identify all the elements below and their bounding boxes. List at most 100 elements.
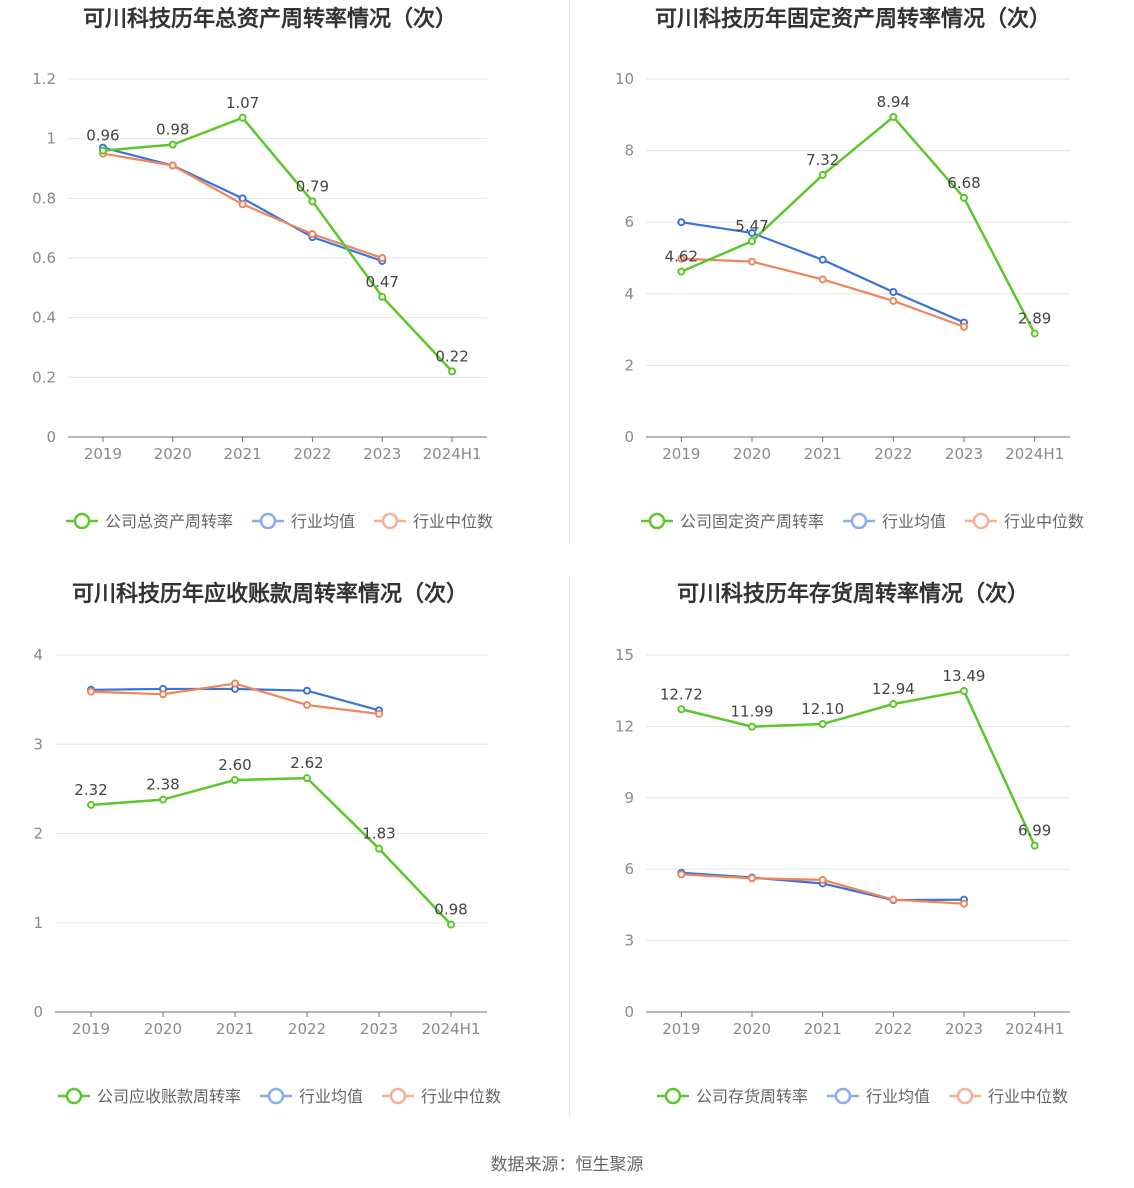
data-point-company: [231, 775, 239, 784]
data-point-company: [87, 800, 95, 809]
data-point-company: [748, 237, 756, 246]
data-point-median: [375, 709, 383, 718]
data-point-company: [447, 920, 455, 929]
data-point-median: [677, 254, 686, 263]
panel-divider-bottom: [569, 575, 570, 1117]
data-label: 0.96: [86, 127, 119, 145]
data-label: 2.32: [74, 781, 107, 799]
data-point-company: [159, 795, 167, 804]
data-point-company: [1030, 841, 1039, 850]
data-label: 12.72: [660, 685, 703, 703]
data-source-note: 数据来源：恒生聚源: [490, 1155, 644, 1175]
x-tick-label: 2021: [804, 445, 842, 463]
y-tick-label: 2: [33, 825, 43, 843]
x-tick-label: 2022: [288, 1020, 326, 1038]
x-tick-label: 2021: [223, 445, 261, 463]
series-line-company: [90, 776, 452, 926]
x-tick-label: 2024H1: [422, 1020, 481, 1038]
y-tick-label: 0: [46, 428, 56, 446]
legend-marker-median: [389, 1087, 407, 1105]
y-tick-label: 0: [624, 1003, 634, 1021]
x-tick-label: 2024H1: [1005, 1020, 1064, 1038]
data-label: 4.62: [665, 248, 698, 266]
data-point-median: [818, 875, 827, 884]
y-tick-label: 9: [624, 789, 634, 807]
data-label: 12.94: [872, 680, 915, 698]
data-label: 13.49: [943, 667, 986, 685]
data-point-median: [889, 895, 898, 904]
data-point-company: [168, 140, 177, 149]
data-point-company: [375, 844, 383, 853]
data-point-median: [748, 257, 756, 266]
y-tick-label: 8: [624, 142, 634, 160]
series-line-company: [102, 116, 453, 373]
data-label: 2.38: [146, 776, 179, 794]
data-point-median: [378, 254, 387, 262]
x-tick-label: 2019: [662, 445, 700, 463]
data-point-company: [960, 193, 968, 202]
series-line-avg: [681, 221, 965, 324]
data-point-company: [889, 112, 898, 121]
data-label: 12.10: [801, 700, 844, 718]
y-tick-label: 10: [615, 70, 634, 88]
legend-label-avg: 行业均值: [299, 1087, 363, 1106]
x-tick-label: 2023: [363, 445, 401, 463]
data-label: 2.62: [290, 754, 323, 772]
y-tick-label: 0.2: [32, 368, 56, 386]
data-point-company: [98, 146, 107, 155]
x-tick-label: 2020: [733, 1020, 771, 1038]
chart-title: 可川科技历年应收账款周转率情况（次）: [72, 581, 468, 607]
x-tick-label: 2019: [662, 1020, 700, 1038]
legend-marker-company: [664, 1087, 682, 1105]
data-point-avg: [677, 218, 686, 227]
data-point-company: [238, 113, 247, 122]
data-point-company: [378, 292, 387, 301]
legend-marker-median: [972, 512, 990, 530]
data-label: 0.98: [434, 901, 467, 919]
legend-label-company: 公司固定资产周转率: [680, 512, 824, 531]
data-point-company: [303, 774, 311, 783]
x-tick-label: 2024H1: [423, 445, 482, 463]
panel-divider-top: [569, 0, 570, 542]
data-point-company: [818, 720, 827, 729]
x-tick-label: 2022: [874, 1020, 912, 1038]
data-point-median: [87, 687, 95, 696]
x-tick-label: 2023: [360, 1020, 398, 1038]
y-tick-label: 6: [624, 213, 634, 231]
y-tick-label: 3: [33, 735, 43, 753]
x-tick-label: 2019: [72, 1020, 110, 1038]
y-tick-label: 4: [624, 285, 634, 303]
x-tick-label: 2022: [874, 445, 912, 463]
data-point-company: [960, 686, 968, 695]
data-label: 0.22: [435, 347, 468, 365]
y-tick-label: 6: [624, 860, 634, 878]
legend-marker-company: [648, 512, 666, 530]
x-tick-label: 2024H1: [1005, 445, 1064, 463]
data-point-median: [748, 874, 756, 883]
y-tick-label: 1.2: [32, 70, 56, 88]
y-tick-label: 1: [46, 130, 56, 148]
data-label: 5.47: [735, 217, 768, 235]
data-label: 2.89: [1018, 310, 1051, 328]
data-label: 0.47: [366, 273, 399, 291]
chart-title: 可川科技历年总资产周转率情况（次）: [83, 6, 457, 32]
data-label: 6.99: [1018, 822, 1051, 840]
legend-label-median: 行业中位数: [413, 512, 493, 531]
legend-marker-avg: [267, 1087, 285, 1105]
data-point-median: [889, 296, 898, 305]
chart-fixed-asset-turnover: 可川科技历年固定资产周转率情况（次） 0 2 4 6 8 10 2019 2020 2021 202…: [615, 6, 1084, 531]
data-point-avg: [303, 686, 311, 695]
y-tick-label: 0: [33, 1003, 43, 1021]
y-tick-label: 12: [615, 717, 634, 735]
data-point-company: [1030, 329, 1039, 338]
legend-label-median: 行业中位数: [988, 1087, 1068, 1106]
data-label: 1.83: [362, 825, 395, 843]
chart-panel-total-asset-turnover: 可川科技历年总资产周转率情况（次） 0 0.2 0.4 0.6 0.8 1 1.2 2019 20…: [0, 0, 567, 575]
y-tick-label: 0.8: [32, 189, 56, 207]
y-tick-label: 4: [33, 646, 43, 664]
data-point-company: [677, 705, 686, 714]
y-tick-label: 2: [624, 356, 634, 374]
data-point-company: [448, 367, 457, 376]
x-tick-label: 2020: [144, 1020, 182, 1038]
data-point-median: [960, 899, 968, 908]
